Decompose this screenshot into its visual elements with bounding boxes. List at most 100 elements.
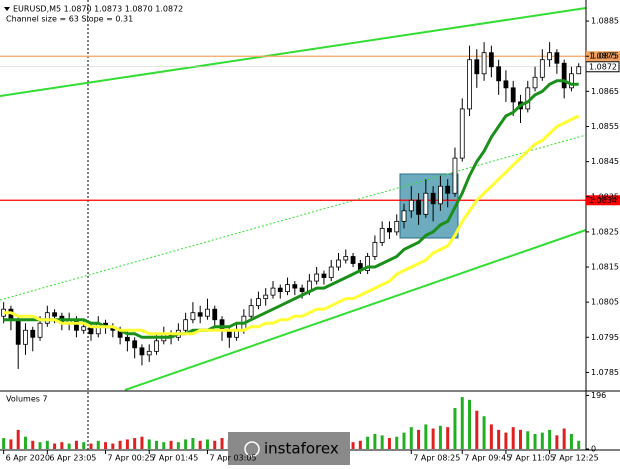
candle-body: [285, 284, 290, 293]
candle-body: [336, 259, 341, 268]
candle-body: [401, 210, 407, 222]
candle-body: [183, 319, 189, 331]
drawing-objects: [0, 0, 587, 450]
candle-body: [467, 59, 472, 110]
candle-body: [459, 108, 465, 159]
candle-body: [256, 298, 261, 307]
y-tick-label: 1.0795: [591, 333, 619, 342]
candle-body: [270, 287, 276, 296]
candle-body: [219, 319, 225, 331]
x-tick-label: 7 Apr 08:25: [413, 454, 460, 463]
candle-body: [37, 322, 43, 338]
candle-body: [74, 319, 79, 331]
candle-body: [561, 62, 567, 89]
candle-body: [496, 66, 502, 82]
candle-body: [314, 273, 320, 282]
candle-body: [299, 287, 305, 293]
candle-body: [365, 256, 371, 271]
candle-body: [343, 256, 349, 261]
candle-body: [15, 319, 21, 345]
y-tick-label: 1.0865: [591, 87, 619, 96]
candle-body: [197, 312, 203, 317]
candle-body: [569, 73, 574, 89]
overlay: 1.0875 1.0834 1.0872 instaforex: [228, 51, 620, 465]
candle-body: [488, 52, 494, 68]
candle-body: [372, 242, 378, 257]
candle-body: [190, 312, 196, 321]
volume-title: Volumes 7: [6, 395, 48, 404]
candle-body: [277, 287, 283, 293]
y-tick-label: 1.0885: [591, 17, 619, 26]
channel-lower: [124, 229, 587, 391]
candle-body: [510, 87, 516, 103]
candle-body: [328, 266, 334, 278]
x-tick-label: 7 Apr 09:45: [464, 454, 511, 463]
y-tick-label: 1.0855: [591, 122, 619, 131]
candle-body: [23, 329, 28, 345]
current-price-tag: [585, 61, 620, 73]
plot-area: [0, 42, 586, 449]
candle-body: [452, 157, 458, 194]
y-tick-label: 1.0805: [591, 298, 619, 307]
candle-body: [132, 340, 138, 349]
candle-body: [212, 308, 218, 321]
candle-body: [423, 192, 429, 215]
candle-body: [576, 66, 582, 75]
candle-body: [408, 199, 414, 212]
candle-body: [205, 308, 210, 317]
y-tick-label: 1.0845: [591, 157, 619, 166]
channel-upper: [0, 7, 587, 97]
candle-body: [387, 227, 392, 233]
x-tick-label: 7 Apr 03:05: [209, 454, 256, 463]
candle-body: [379, 227, 385, 243]
candle-body: [248, 305, 254, 317]
candle-body: [81, 326, 87, 331]
moving-average: [3, 114, 580, 336]
candle-body: [52, 312, 57, 317]
candle-body: [481, 52, 487, 75]
x-tick-label: 6 Apr 23:05: [49, 454, 96, 463]
x-tick-label: 7 Apr 12:25: [552, 454, 599, 463]
highlight-box: [399, 173, 459, 239]
candle-body: [44, 312, 50, 324]
x-tick-label: 7 Apr 11:05: [508, 454, 555, 463]
moving-average: [3, 79, 579, 339]
volume-tick-label: 0: [591, 445, 596, 454]
x-tick-label: 7 Apr 01:45: [151, 454, 198, 463]
candle-body: [154, 340, 159, 352]
watermark-icon: [244, 441, 260, 457]
watermark-box: [228, 432, 350, 465]
candle-body: [532, 76, 538, 89]
candle-body: [438, 185, 443, 205]
channel-middle: [0, 134, 587, 301]
candle-body: [503, 80, 509, 89]
volume-tick-label: 196: [591, 391, 606, 400]
price-level-label: 1.0834: [589, 196, 617, 205]
candle-body: [416, 199, 421, 215]
y-tick-label: 1.0835: [591, 192, 619, 201]
candle-body: [394, 220, 400, 233]
y-tick-label: 1.0815: [591, 263, 619, 272]
header-marker: [4, 7, 10, 11]
y-tick-label: 1.0825: [591, 227, 619, 236]
candle-body: [350, 256, 356, 264]
candle-body: [124, 336, 130, 342]
candle-body: [321, 273, 327, 278]
candle-body: [263, 294, 269, 300]
candle-body: [139, 347, 145, 356]
price-level-tag: [586, 51, 620, 62]
candle-body: [146, 350, 152, 356]
candle-body: [430, 192, 436, 205]
y-tick-label: 1.0875: [591, 52, 619, 61]
price-level-tag: [586, 195, 620, 206]
y-tick-label: 1.0785: [591, 368, 619, 377]
symbol-info: EURUSD,M5 1.0870 1.0873 1.0870 1.0872: [13, 5, 183, 14]
x-tick-label: 7 Apr 00:25: [108, 454, 155, 463]
candle-body: [539, 59, 545, 78]
watermark-text: instaforex: [264, 440, 339, 458]
channel-info: Channel size = 63 Slope = 0.31: [6, 15, 133, 24]
candle-body: [445, 185, 451, 194]
